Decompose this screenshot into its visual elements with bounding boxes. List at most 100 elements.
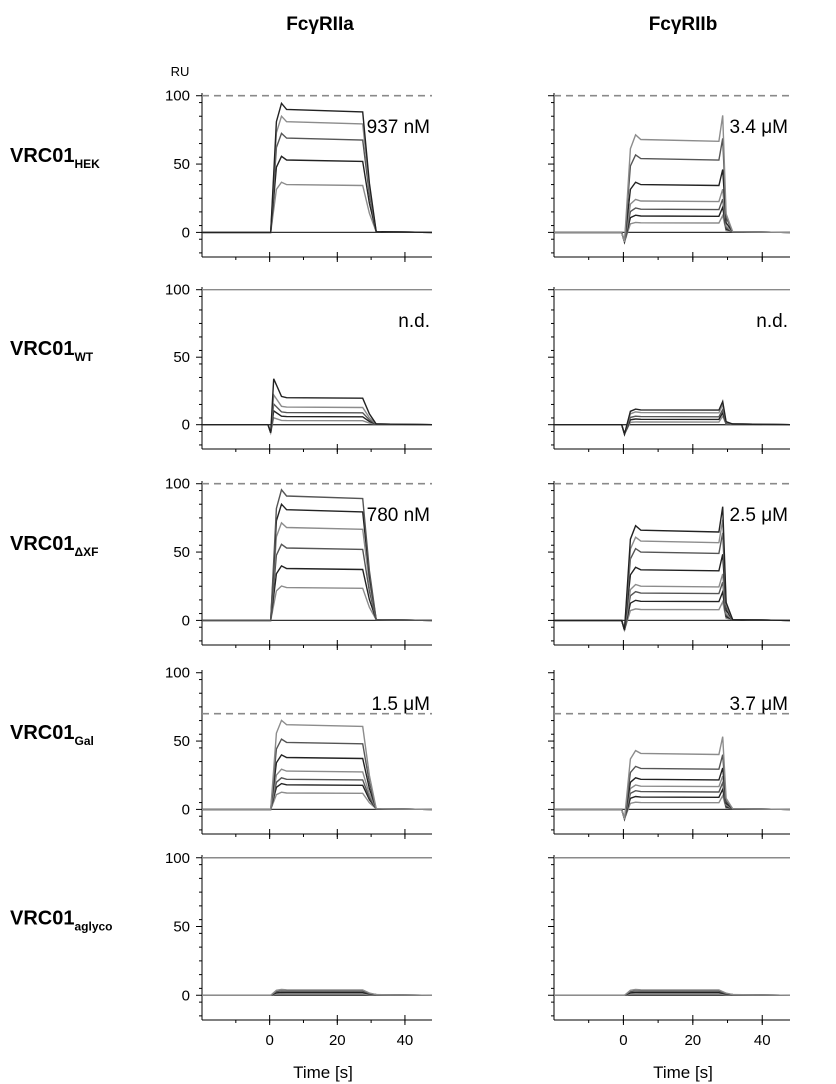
x-tick-label: 0 [619, 1032, 627, 1049]
y-tick-label: 0 [182, 417, 190, 434]
sensorgram-trace [554, 786, 791, 822]
sensorgram-trace [202, 782, 433, 811]
x-tick-label: 0 [265, 1032, 273, 1049]
kd-annotation: 3.7 μM [730, 694, 788, 715]
sensorgram-trace [202, 543, 433, 622]
x-tick-label: 20 [329, 1032, 346, 1049]
sensorgram-panel: 0 20 40 [548, 855, 791, 1049]
sensorgram-trace [202, 402, 433, 434]
y-tick-label: 50 [173, 349, 190, 366]
sensorgram-trace [202, 488, 433, 622]
sensorgram-trace [202, 988, 433, 996]
row-label-main: VRC01 [10, 145, 74, 167]
column-title-fcgr2b: FcγRIIb [649, 14, 718, 35]
sensorgram-panel: 3.7 μM [548, 670, 791, 839]
sensorgram-trace [554, 736, 791, 820]
row-label-subscript: ΔXF [74, 545, 98, 559]
y-tick-label: 50 [173, 919, 190, 936]
sensorgram-trace [554, 198, 791, 243]
sensorgram-trace [202, 719, 433, 811]
sensorgram-trace [202, 791, 433, 811]
kd-annotation: 1.5 μM [372, 694, 430, 715]
y-tick-label: 0 [182, 987, 190, 1004]
sensorgram-trace [554, 599, 791, 633]
sensorgram-trace [554, 554, 791, 631]
sensorgram-trace [554, 532, 791, 631]
x-axis-label-left: Time [s] [293, 1063, 353, 1082]
sensorgram-trace [554, 988, 791, 996]
sensorgram-trace [554, 589, 791, 631]
sensorgram-panel: 0 50 100 937 nM [165, 88, 433, 262]
sensorgram-panel: n.d. [548, 287, 791, 454]
row-label: VRC01HEK [10, 145, 100, 171]
sensorgram-panel: 2.5 μM [548, 481, 791, 650]
sensorgram-trace [554, 581, 791, 631]
y-tick-label: 100 [165, 665, 190, 682]
x-tick-label: 40 [397, 1032, 414, 1049]
sensorgram-trace [554, 138, 791, 243]
x-axis-label-right: Time [s] [653, 1063, 713, 1082]
sensorgram-trace [202, 101, 433, 234]
sensorgram-trace [554, 169, 791, 243]
sensorgram-panel: 3.4 μM [548, 93, 791, 262]
row-label: VRC01ΔXF [10, 533, 98, 559]
column-title-fcgr2a: FcγRIIa [286, 14, 354, 35]
sensorgram-trace [554, 779, 791, 822]
sensorgram-panel: 0 50 100 n.d. [165, 282, 433, 454]
sensorgram-trace [202, 521, 433, 622]
kd-annotation: 780 nM [367, 505, 430, 526]
sensorgram-trace [554, 793, 791, 822]
sensorgram-trace [554, 204, 791, 245]
sensorgram-trace [202, 378, 433, 434]
row-label-subscript: aglyco [74, 919, 112, 933]
row-label-subscript: WT [74, 350, 93, 364]
sensorgram-trace [202, 585, 433, 622]
y-tick-label: 100 [165, 282, 190, 299]
y-tick-label: 50 [173, 733, 190, 750]
y-tick-label: 100 [165, 476, 190, 493]
kd-annotation: n.d. [756, 311, 788, 332]
sensorgram-trace [202, 155, 433, 234]
y-tick-label: 100 [165, 88, 190, 105]
sensorgram-panel: 0 50 100 1.5 μM [165, 665, 433, 839]
row-label-main: VRC01 [10, 533, 74, 555]
sensorgram-trace [202, 753, 433, 811]
sensorgram-panel: 0 50 100 780 nM [165, 476, 433, 650]
kd-annotation: 3.4 μM [730, 117, 788, 138]
row-label: VRC01WT [10, 338, 94, 364]
kd-annotation: n.d. [398, 311, 430, 332]
sensorgram-trace [202, 132, 433, 234]
row-label-main: VRC01 [10, 722, 74, 744]
row-label-subscript: HEK [74, 157, 100, 171]
sensorgram-trace [202, 564, 433, 622]
y-tick-label: 0 [182, 224, 190, 241]
sensorgram-panel: 0 50 100 0 20 40 [165, 850, 433, 1049]
sensorgram-trace [554, 213, 791, 245]
sensorgram-trace [202, 768, 433, 811]
row-label: VRC01aglyco [10, 907, 113, 933]
sensorgram-trace [202, 738, 433, 811]
kd-annotation: 2.5 μM [730, 505, 788, 526]
y-tick-label: 50 [173, 544, 190, 561]
row-label-subscript: Gal [74, 734, 93, 748]
x-tick-label: 40 [754, 1032, 771, 1049]
sensorgram-trace [202, 181, 433, 234]
y-tick-label: 50 [173, 156, 190, 173]
sensorgram-trace [554, 115, 791, 243]
sensorgram-trace [554, 399, 791, 437]
sensorgram-trace [202, 409, 433, 434]
y-unit-label: RU [171, 64, 190, 79]
sensorgram-trace [554, 519, 791, 631]
kd-annotation: 937 nM [367, 117, 430, 138]
y-tick-label: 0 [182, 612, 190, 629]
sensorgram-trace [202, 392, 433, 434]
sensorgram-trace [554, 506, 791, 631]
y-tick-label: 0 [182, 801, 190, 818]
row-label-main: VRC01 [10, 907, 74, 929]
row-label: VRC01Gal [10, 722, 94, 748]
row-label-main: VRC01 [10, 338, 74, 360]
x-tick-label: 20 [684, 1032, 701, 1049]
sensorgram-trace [554, 767, 791, 820]
y-tick-label: 100 [165, 850, 190, 867]
